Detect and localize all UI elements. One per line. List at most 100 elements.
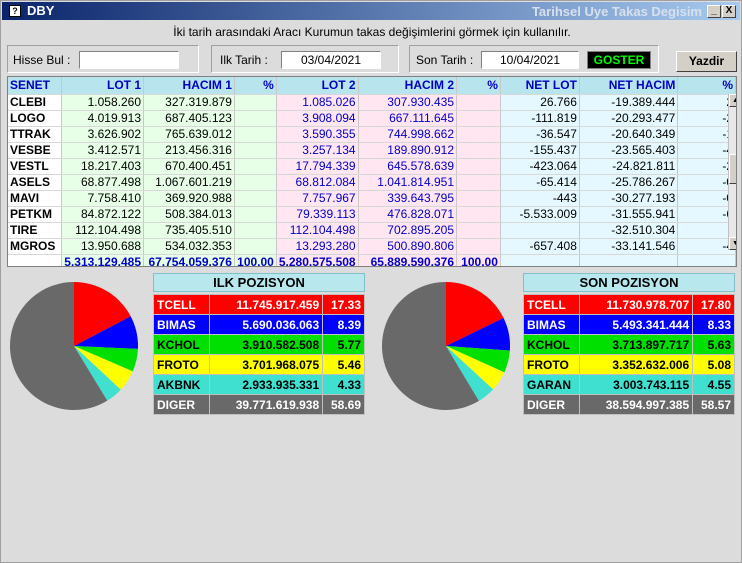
table-cell [234, 238, 277, 255]
position-value: 39.771.619.938 [208, 394, 324, 415]
grid-header-1[interactable]: LOT 1 [61, 77, 145, 95]
position-pct: 8.39 [322, 314, 365, 335]
table-row[interactable]: MGROS 13.950.688 534.032.353 13.293.280 500.… [8, 238, 736, 255]
table-cell [500, 222, 580, 239]
table-cell: 3.908.094 [276, 110, 359, 127]
table-cell: 765.639.012 [143, 126, 235, 143]
grid-header-6[interactable]: % [456, 77, 501, 95]
takas-table: SENET LOT 1 HACIM 1% LOT 2 HACIM 2% NET LOT NE… [8, 77, 736, 266]
table-cell: -19.389.444 [579, 94, 679, 111]
son-tarih-group [409, 45, 659, 73]
table-row[interactable]: CLEBI 1.058.260 327.319.879 1.085.026 307.93… [8, 94, 736, 111]
table-cell [456, 110, 501, 127]
position-name: BIMAS [523, 314, 580, 335]
table-cell: 13.293.280 [276, 238, 359, 255]
position-name: FROTO [523, 354, 580, 375]
table-cell: -0 [677, 174, 736, 191]
table-cell: -155.437 [500, 142, 580, 159]
hisse-bul-input[interactable] [79, 51, 179, 69]
grid-header-0[interactable]: SENET [8, 77, 63, 95]
table-cell: -32.510.304 [579, 222, 679, 239]
position-name: DIGER [523, 394, 580, 415]
title-bar[interactable]: ? DBY Tarihsel Uye Takas Degisim _ X [2, 2, 740, 20]
position-value: 3.910.582.508 [208, 334, 324, 355]
ilk-tarih-group [211, 45, 399, 73]
goster-button[interactable]: GOSTER [587, 51, 651, 69]
table-cell: 26.766 [500, 94, 580, 111]
table-cell: -24.821.811 [579, 158, 679, 175]
table-cell: 3.257.134 [276, 142, 359, 159]
table-row[interactable]: VESTL 18.217.403 670.400.451 17.794.339 645.… [8, 158, 736, 175]
table-cell: VESTL [8, 158, 63, 175]
position-name: TCELL [523, 294, 580, 315]
grid-header-7[interactable]: NET LOT [500, 77, 580, 95]
grid-header-3[interactable]: % [234, 77, 277, 95]
table-cell: 3.590.355 [276, 126, 359, 143]
ilk-tarih-input[interactable] [281, 51, 381, 69]
table-cell [456, 158, 501, 175]
position-value: 3.352.632.006 [578, 354, 694, 375]
totals-row: 5.313.129.485 67.754.059.376 100,00 5.280.5… [8, 254, 736, 266]
pie-slice-diger [10, 282, 108, 410]
table-row[interactable]: TIRE 112.104.498 735.405.510 112.104.498 702… [8, 222, 736, 239]
table-cell [234, 142, 277, 159]
position-pct: 58.69 [322, 394, 365, 415]
grid-header-2[interactable]: HACIM 1 [143, 77, 235, 95]
position-pct: 17.80 [692, 294, 735, 315]
son-tarih-input[interactable] [481, 51, 579, 69]
scroll-thumb[interactable] [729, 154, 736, 184]
table-cell: LOGO [8, 110, 63, 127]
position-pct: 5.77 [322, 334, 365, 355]
table-row[interactable]: VESBE 3.412.571 213.456.316 3.257.134 189.89… [8, 142, 736, 159]
table-row[interactable]: MAVI 7.758.410 369.920.988 7.757.967 339.643… [8, 190, 736, 207]
grid-header-5[interactable]: HACIM 2 [358, 77, 458, 95]
grid-header-8[interactable]: NET HACIM [579, 77, 679, 95]
yazdir-button[interactable]: Yazdir [676, 51, 737, 72]
grid-header-4[interactable]: LOT 2 [276, 77, 359, 95]
position-row: KCHOL 3.713.897.717 5.63 [523, 334, 735, 355]
table-cell: 327.319.879 [143, 94, 235, 111]
son-pozisyon-title: SON POZISYON [523, 273, 735, 292]
table-cell: -65.414 [500, 174, 580, 191]
table-cell: -5.533.009 [500, 206, 580, 223]
ilk-pozisyon-table: TCELL 11.745.917.459 17.33 BIMAS 5.690.036.0… [153, 294, 365, 415]
table-cell: 702.895.205 [358, 222, 458, 239]
scroll-up-icon[interactable]: ▲ [729, 94, 736, 107]
app-icon[interactable]: ? [9, 5, 21, 17]
takas-grid[interactable]: SENET LOT 1 HACIM 1% LOT 2 HACIM 2% NET LOT NE… [7, 76, 737, 267]
table-cell: -20.640.349 [579, 126, 679, 143]
scroll-down-icon[interactable]: ▼ [729, 237, 736, 250]
table-cell: -36.547 [500, 126, 580, 143]
ilk-tarih-label: Ilk Tarih : [220, 53, 268, 67]
table-cell: 112.104.498 [61, 222, 145, 239]
minimize-button[interactable]: _ [707, 5, 721, 18]
table-cell [456, 142, 501, 159]
table-row[interactable]: PETKM 84.872.122 508.384.013 79.339.113 476.… [8, 206, 736, 223]
table-row[interactable]: LOGO 4.019.913 687.405.123 3.908.094 667.111… [8, 110, 736, 127]
table-cell [234, 174, 277, 191]
close-button[interactable]: X [722, 5, 736, 18]
table-cell: -30.277.193 [579, 190, 679, 207]
table-cell: -111.819 [500, 110, 580, 127]
table-cell [234, 222, 277, 239]
table-cell: 744.998.662 [358, 126, 458, 143]
table-cell [456, 190, 501, 207]
grid-scrollbar[interactable]: ▲ ▼ [728, 94, 736, 250]
table-row[interactable]: ASELS 68.877.498 1.067.601.219 68.812.084 1.… [8, 174, 736, 191]
position-value: 5.690.036.063 [208, 314, 324, 335]
position-row: DIGER 39.771.619.938 58.69 [153, 394, 365, 415]
table-row[interactable]: TTRAK 3.626.902 765.639.012 3.590.355 744.99… [8, 126, 736, 143]
position-value: 3.003.743.115 [578, 374, 694, 395]
table-cell: 339.643.795 [358, 190, 458, 207]
table-cell: 68.812.084 [276, 174, 359, 191]
son-pozisyon-table: TCELL 11.730.978.707 17.80 BIMAS 5.493.341.4… [523, 294, 735, 415]
position-row: BIMAS 5.690.036.063 8.39 [153, 314, 365, 335]
table-cell: 13.950.688 [61, 238, 145, 255]
table-cell: TIRE [8, 222, 63, 239]
hisse-group [7, 45, 199, 73]
table-cell: CLEBI [8, 94, 63, 111]
position-value: 5.493.341.444 [578, 314, 694, 335]
table-cell [677, 222, 736, 239]
grid-header-9[interactable]: % [677, 77, 736, 95]
